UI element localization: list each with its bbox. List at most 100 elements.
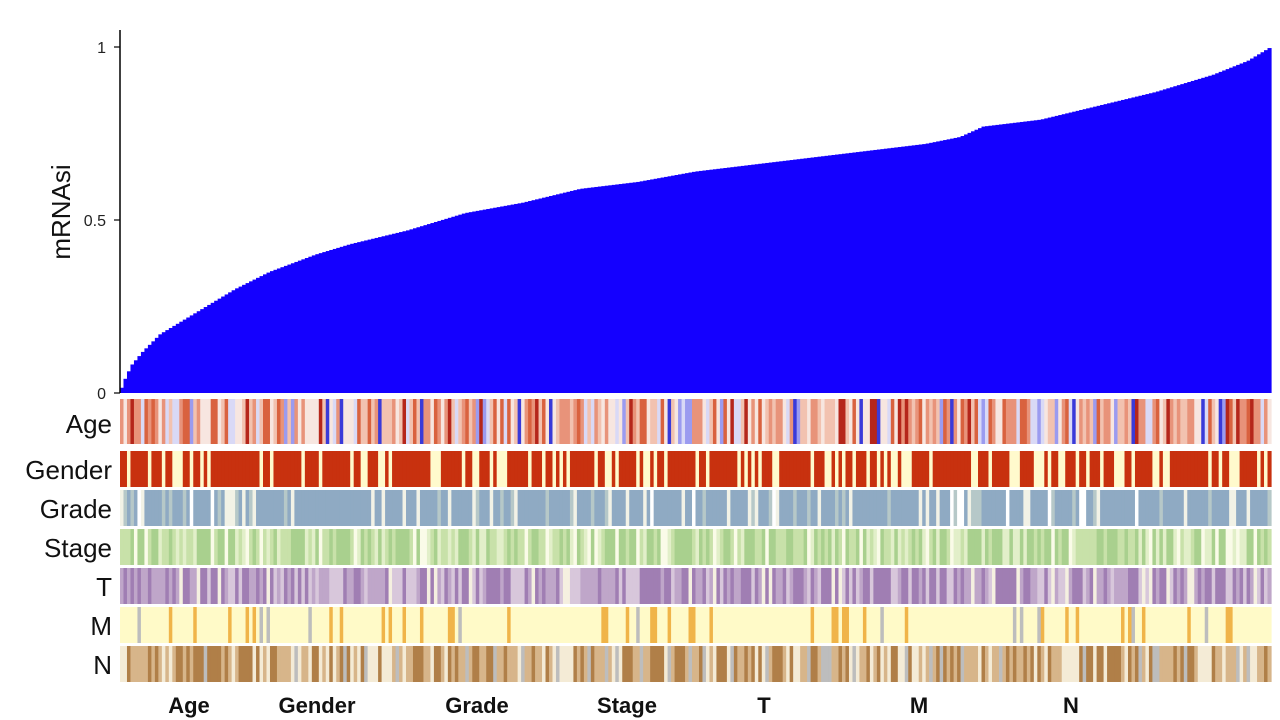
track-cell [385,451,390,487]
track-cell [737,646,742,682]
track-cell [186,490,191,526]
track-cell [308,399,313,444]
track-cell [486,646,491,682]
track-cell [273,529,278,565]
mrnasi-bar [273,269,278,393]
track-cell [1173,451,1178,487]
track-cell [828,451,833,487]
track-cell [1187,607,1192,643]
track-cell [880,490,885,526]
track-cell [915,451,920,487]
track-cell [1176,490,1181,526]
track-cell [922,490,927,526]
track-cell [1012,529,1017,565]
track-cell [364,451,369,487]
track-cell [688,399,693,444]
track-cell [685,568,690,604]
mrnasi-bar [280,267,285,393]
mrnasi-bar [151,341,156,393]
legend-title: Stage [597,693,657,718]
track-cell [496,399,501,444]
track-cell [308,529,313,565]
track-cell [866,607,871,643]
track-cell [144,451,149,487]
track-cell [381,607,386,643]
track-cell [622,490,627,526]
track-cell [744,451,749,487]
mrnasi-bar [221,296,226,393]
track-cell [493,451,498,487]
track-cell [695,399,700,444]
track-cell [165,399,170,444]
track-cell [562,646,568,682]
track-cell [692,529,697,565]
track-cell [1197,490,1202,526]
track-cell [542,529,547,565]
track-cell [235,529,240,565]
track-cell [629,529,634,565]
track-cell [1002,646,1007,682]
track-cell [740,568,745,604]
mrnasi-bar [964,134,969,393]
track-cell [290,646,295,682]
track-cell [768,490,773,526]
track-cell [939,451,944,487]
track-cell [1131,529,1136,565]
track-cell [336,490,341,526]
track-cell [1040,490,1045,526]
track-cell [517,399,522,444]
track-cell [426,451,432,487]
track-cell [1086,607,1091,643]
track-cell [496,529,501,565]
track-cell [221,399,226,444]
track-cell [1155,568,1160,604]
track-cell [779,399,784,444]
track-cell [1096,607,1101,643]
track-cell [1009,490,1014,526]
track-cell [904,607,909,643]
mrnasi-bar [276,268,282,393]
track-cell [458,607,463,643]
track-cell [981,607,986,643]
track-cell [378,529,383,565]
track-cell [1250,568,1255,604]
mrnasi-bar [1103,104,1108,393]
track-cell [242,399,247,444]
track-cell [1134,399,1140,444]
track-cell [814,490,819,526]
track-cell [186,399,191,444]
mrnasi-bar [772,162,777,393]
track-cell [189,399,194,444]
track-cell [887,568,892,604]
track-cell [350,529,355,565]
track-cell [1079,568,1084,604]
track-cell [214,399,219,444]
track-cell [653,568,658,604]
track-cell [1086,529,1091,565]
track-cell [126,607,132,643]
mrnasi-bar [737,166,742,393]
track-cell [179,399,184,444]
mrnasi-bar [287,264,292,393]
track-cell [1121,490,1126,526]
mrnasi-bar [1002,124,1007,393]
track-cell [263,607,268,643]
track-cell [346,490,351,526]
track-cell [385,399,390,444]
track-cell [175,646,180,682]
track-cell [472,399,477,444]
track-cell [601,451,606,487]
track-cell [276,529,282,565]
track-cell [322,607,327,643]
track-cell [730,568,735,604]
mrnasi-bar [883,148,888,393]
track-cell [1264,607,1269,643]
track-cell [203,568,208,604]
track-cell [862,607,868,643]
track-cell [685,529,690,565]
track-cell [454,399,459,444]
track-cell [681,399,686,444]
track-cell [646,451,651,487]
track-cell [915,399,920,444]
